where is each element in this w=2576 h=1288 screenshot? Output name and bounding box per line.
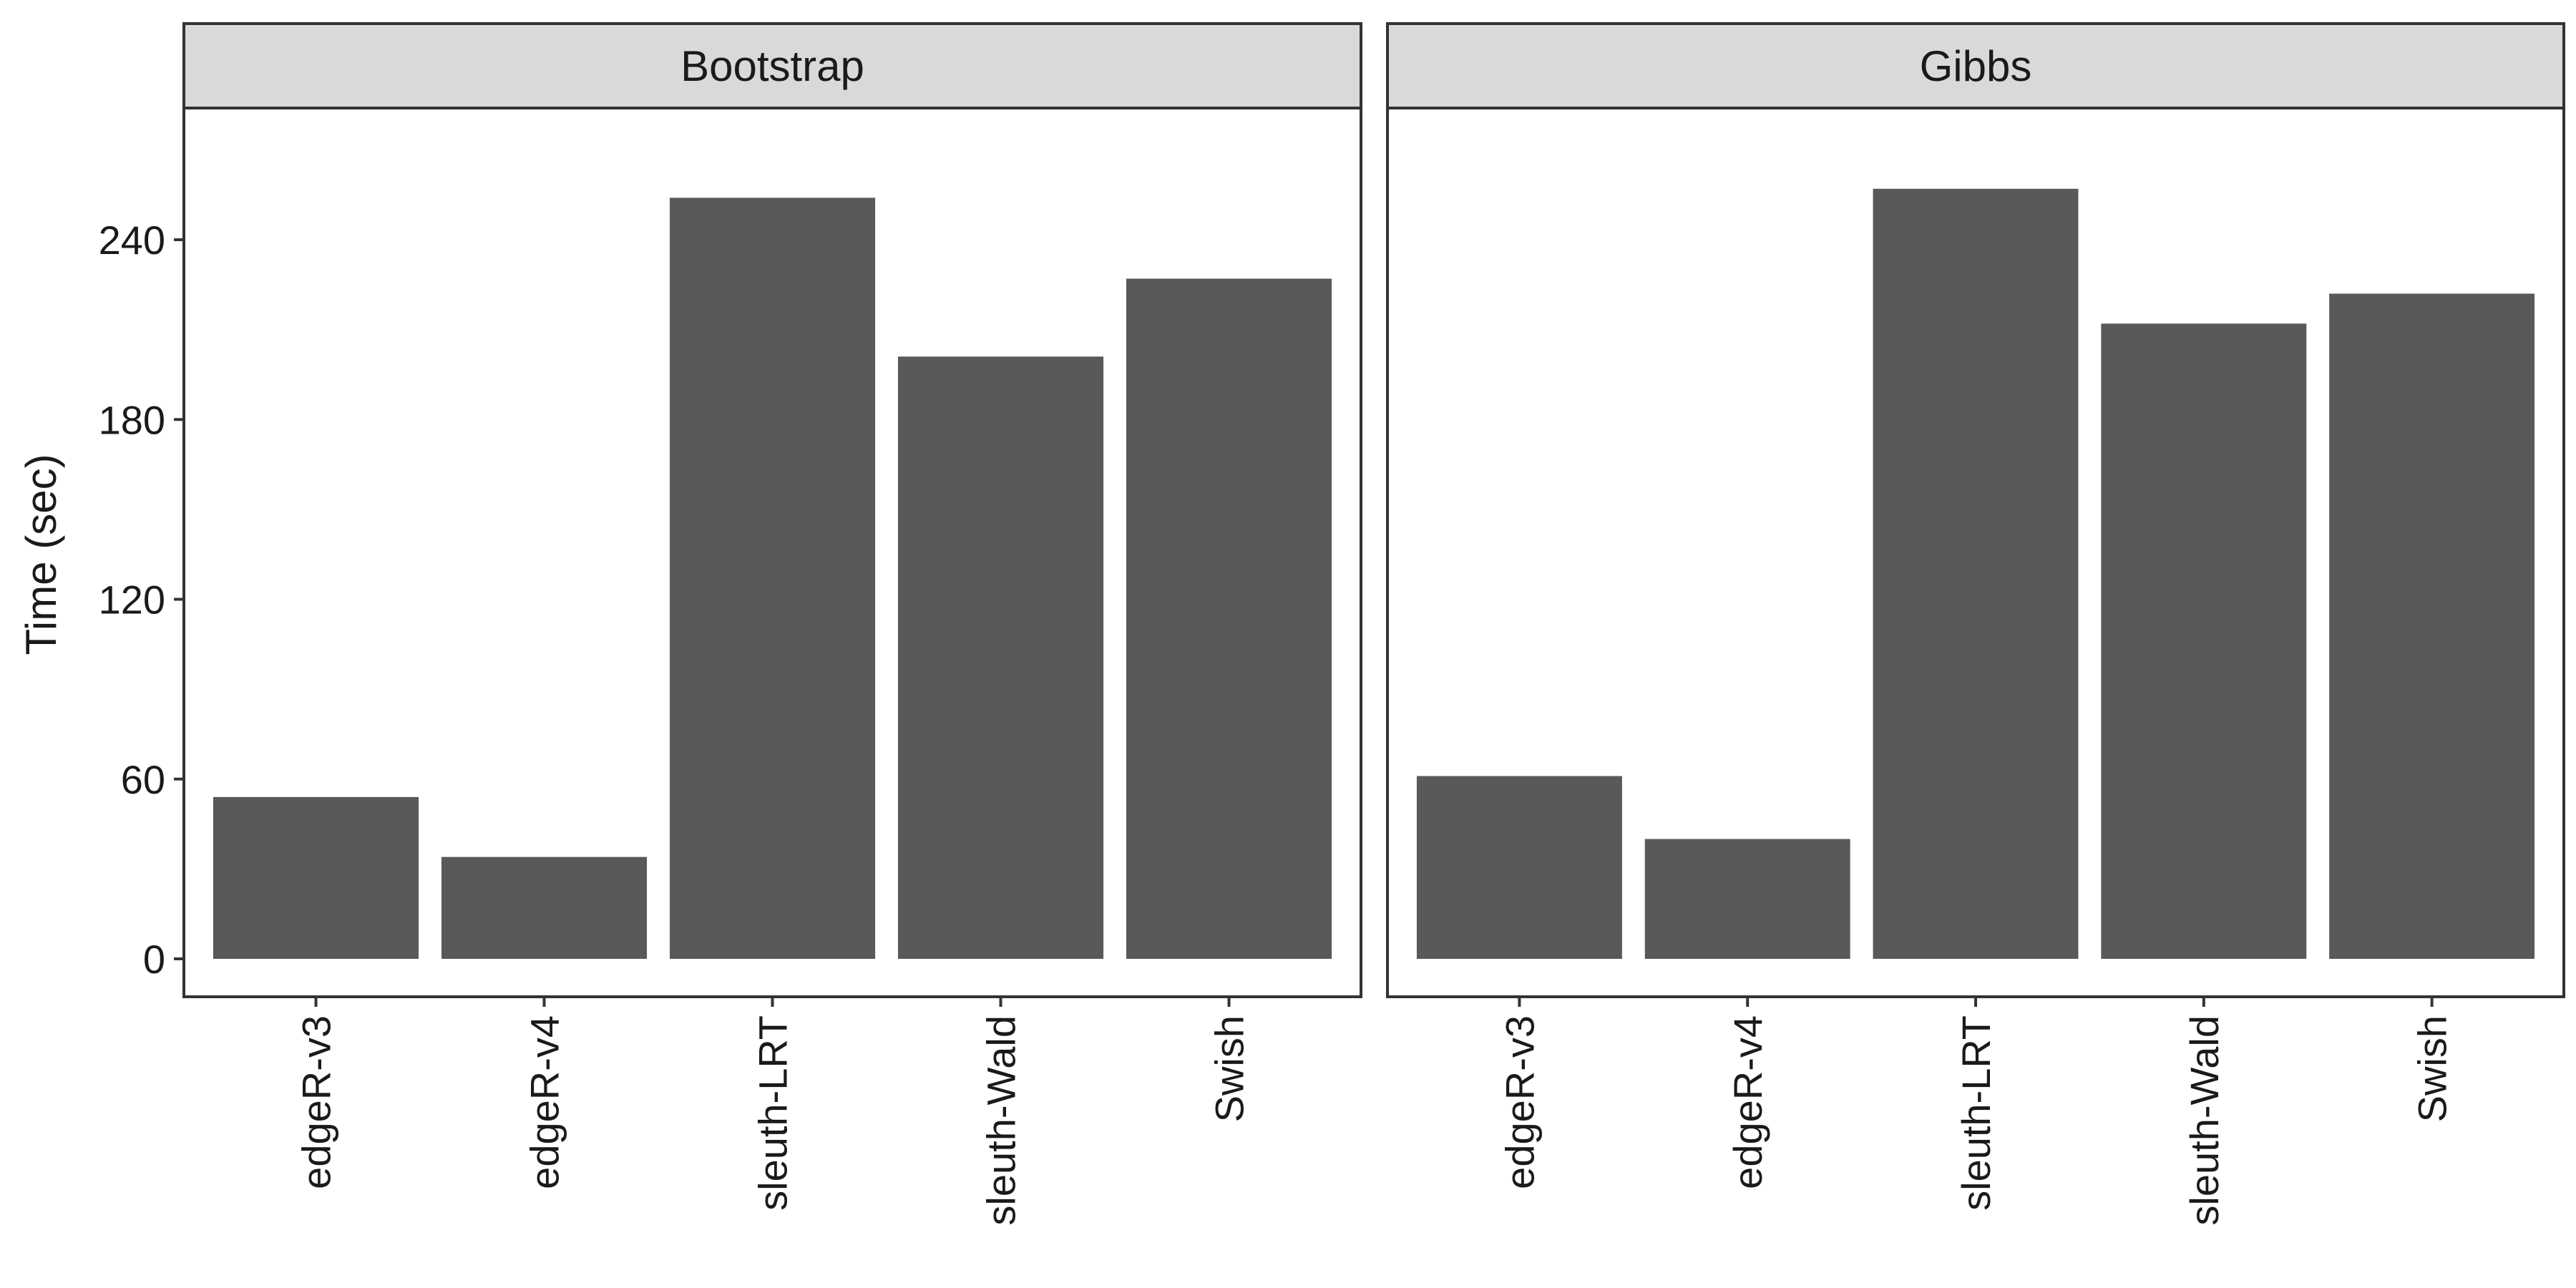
facet-strip-label: Gibbs	[1920, 42, 2032, 90]
facet-panel-bootstrap: Bootstrap edgeR-v3 edgeR-v4 sleuth-LRT sleut…	[182, 22, 1362, 1226]
x-tick-label: sleuth-Wald	[2182, 1015, 2227, 1226]
facet-panels: Bootstrap edgeR-v3 edgeR-v4 sleuth-LRT sleut…	[182, 22, 2565, 1226]
facet-panel-gibbs: Gibbs edgeR-v3 edgeR-v4 sleuth-LRT sleuth-Wa…	[1386, 22, 2565, 1226]
y-tick-label: 120	[99, 577, 165, 623]
x-tick-label: sleuth-Wald	[979, 1015, 1024, 1226]
x-tick-label: edgeR-v4	[1725, 1015, 1770, 1189]
x-tick-label: sleuth-LRT	[751, 1015, 796, 1211]
bar-bootstrap-edger-v3	[213, 796, 419, 959]
x-tick-label: sleuth-LRT	[1953, 1015, 1999, 1211]
bar-bootstrap-sleuth-wald	[897, 356, 1104, 959]
facet-strip-label: Bootstrap	[680, 42, 864, 90]
y-tick-label: 180	[99, 397, 165, 442]
x-tick-label: edgeR-v4	[522, 1015, 567, 1189]
y-tick-label: 0	[143, 937, 165, 982]
y-axis: 0 60 120 180 240	[99, 218, 184, 982]
bar-gibbs-edger-v4	[1644, 839, 1850, 959]
bar-bootstrap-sleuth-lrt	[669, 197, 876, 959]
bar-bootstrap-swish	[1126, 278, 1332, 959]
bar-gibbs-sleuth-lrt	[1873, 188, 2079, 959]
x-tick-label: Swish	[1207, 1015, 1252, 1122]
x-tick-label: edgeR-v3	[1497, 1015, 1542, 1189]
facet-strip	[182, 22, 1362, 109]
bar-gibbs-edger-v3	[1416, 776, 1622, 959]
y-tick-label: 240	[99, 218, 165, 263]
panel-border	[182, 107, 1362, 998]
x-tick-label: Swish	[2410, 1015, 2455, 1122]
panel-border	[1386, 107, 2565, 998]
bar-bootstrap-edger-v4	[441, 857, 648, 959]
bar-gibbs-swish	[2329, 293, 2535, 959]
y-axis-title: Time (sec)	[17, 454, 65, 655]
bar-gibbs-sleuth-wald	[2101, 323, 2307, 959]
y-tick-label: 60	[121, 757, 165, 802]
x-tick-label: edgeR-v3	[294, 1015, 339, 1189]
facet-strip	[1386, 22, 2565, 109]
